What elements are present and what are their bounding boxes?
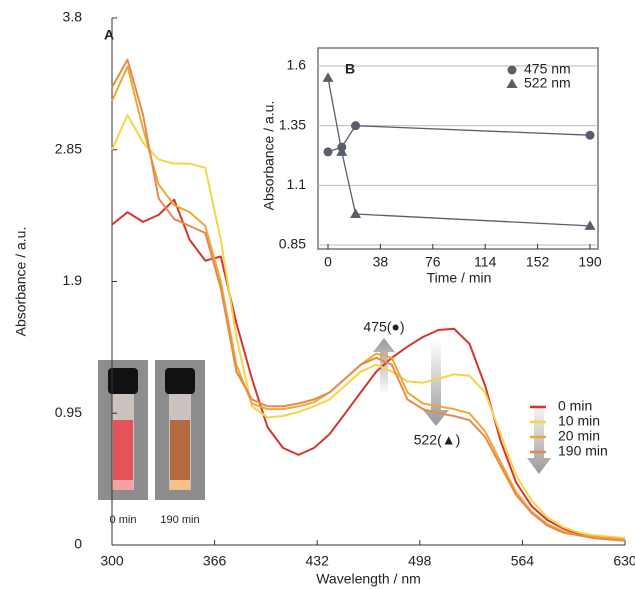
x-tick-label: 432 (306, 553, 330, 569)
y-tick-label: 1.35 (279, 116, 306, 132)
y-tick-label: 2.85 (55, 140, 82, 156)
annotation: 522(▲) (414, 432, 461, 448)
x-tick-label: 76 (425, 254, 441, 270)
y-tick-label: 1.9 (63, 272, 83, 288)
y-tick-label: 3.8 (63, 9, 83, 25)
marker (585, 130, 595, 140)
y-axis-label: Absorbance / a.u. (261, 101, 277, 211)
x-axis-label: Wavelength / nm (316, 571, 421, 587)
x-tick-label: 190 (578, 254, 602, 270)
legend-label: 20 min (558, 428, 600, 444)
y-tick-label: 0.85 (279, 236, 306, 252)
legend-label: 10 min (558, 413, 600, 429)
marker (336, 146, 348, 156)
series-line (111, 58, 626, 542)
marker (507, 65, 517, 75)
photo-caption: 0 min (110, 514, 137, 526)
x-tick-label: 564 (511, 553, 535, 569)
chart-panel: 0.85 1.1 1.35 1.6 0 38 76 114 152 190 Time / min Ab… (261, 47, 602, 286)
marker (350, 208, 362, 218)
y-tick-label: 0.95 (55, 404, 82, 420)
series-line (111, 114, 626, 540)
series-line (111, 65, 626, 541)
x-tick-label: 114 (474, 254, 497, 270)
x-tick-label: 630 (613, 553, 635, 569)
legend-label: 522 nm (524, 75, 571, 91)
legend-label: 190 min (558, 443, 608, 459)
marker (323, 147, 333, 157)
photo-caption: 190 min (160, 514, 199, 526)
x-tick-label: 0 (324, 254, 332, 270)
legend-label: 0 min (558, 398, 592, 414)
annotation: 475(●) (363, 319, 404, 335)
y-tick-label: 1.6 (287, 57, 307, 73)
marker (351, 121, 361, 131)
chart-panel: 0 0.95 1.9 2.85 3.8 300 366 432 498 564 630 Wavelen… (13, 9, 635, 587)
x-tick-label: 300 (100, 553, 124, 569)
y-tick-label: 0 (74, 536, 82, 552)
marker (506, 78, 518, 88)
marker (322, 72, 334, 82)
marker (584, 220, 596, 230)
x-tick-label: 152 (526, 254, 550, 270)
y-tick-label: 1.1 (287, 176, 307, 192)
series-line (111, 198, 626, 541)
x-tick-label: 366 (203, 553, 227, 569)
x-tick-label: 498 (408, 553, 432, 569)
vial-photos (98, 360, 205, 500)
panel-label: B (345, 61, 355, 77)
panel-label: A (104, 27, 114, 43)
legend-label: 475 nm (524, 61, 571, 77)
series-line (327, 77, 591, 227)
x-axis-label: Time / min (427, 270, 492, 286)
x-tick-label: 38 (373, 254, 389, 270)
inset-frame (317, 47, 599, 250)
series-line (327, 125, 591, 153)
arrows (373, 338, 551, 474)
y-axis-label: Absorbance / a.u. (13, 227, 29, 337)
